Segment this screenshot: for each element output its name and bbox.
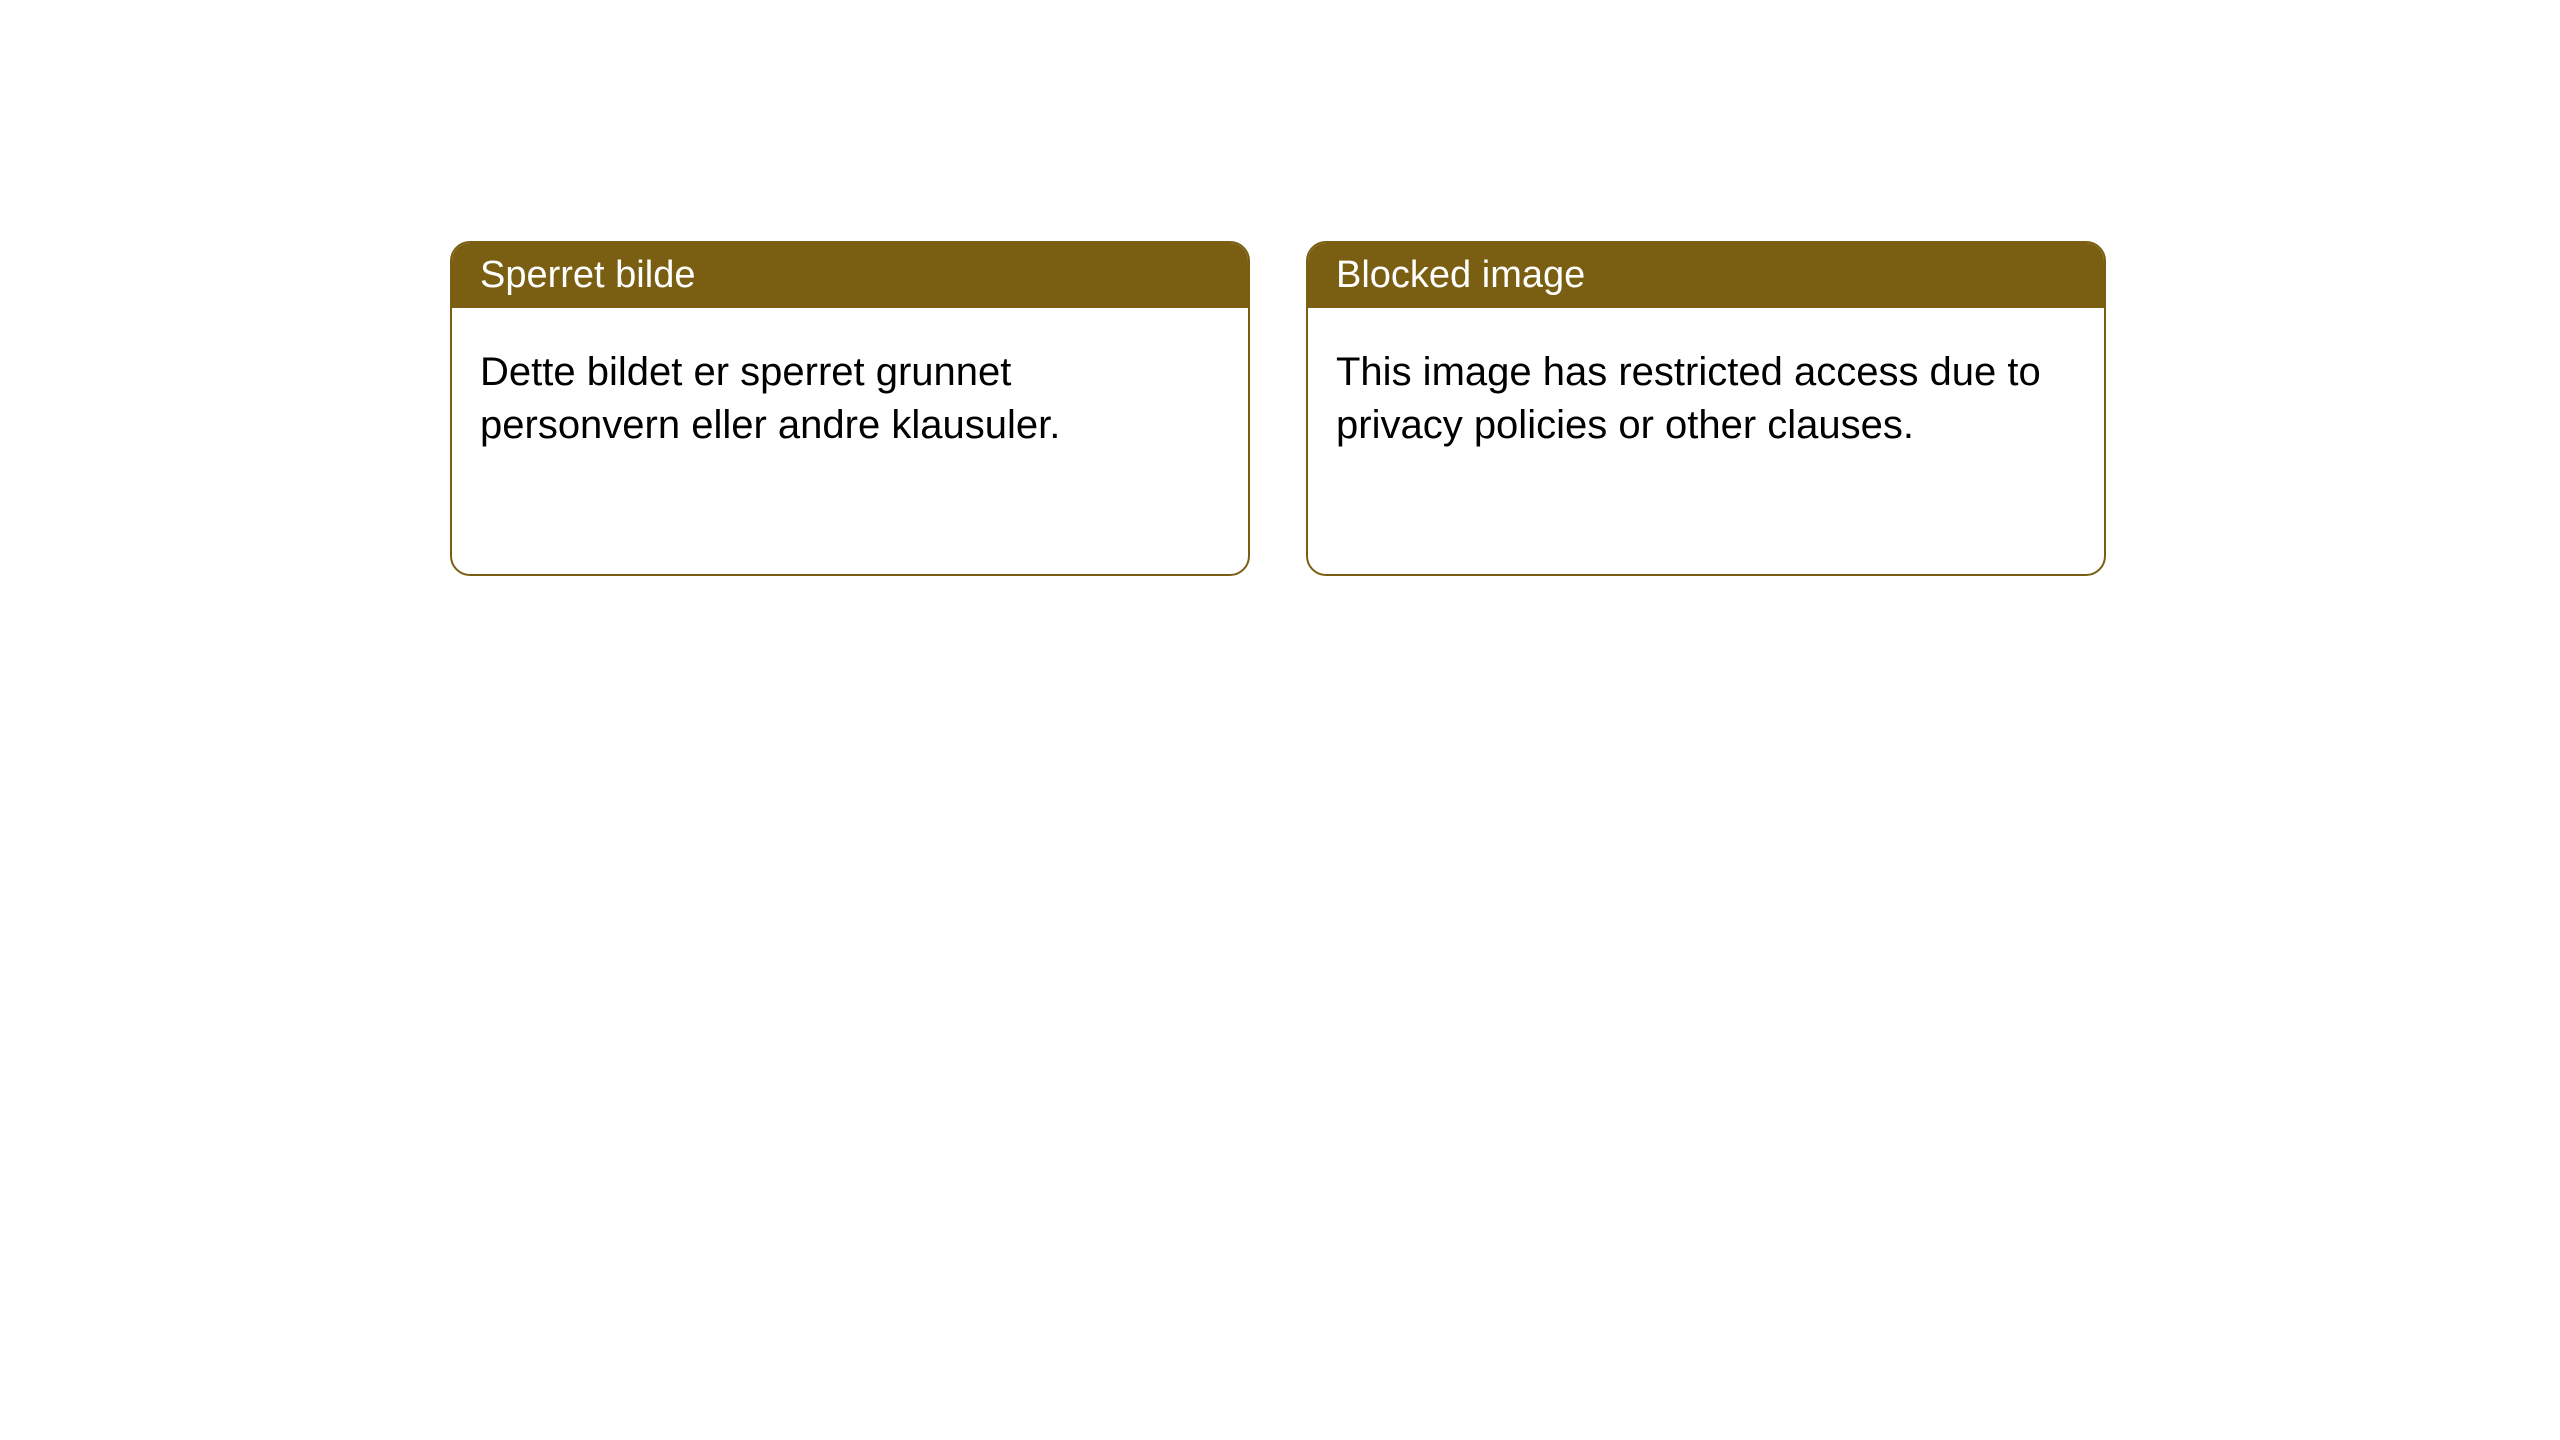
card-title: Sperret bilde	[480, 254, 695, 296]
card-body-text: This image has restricted access due to …	[1336, 350, 2041, 447]
card-header: Sperret bilde	[452, 243, 1248, 308]
card-title: Blocked image	[1336, 254, 1585, 296]
card-body: This image has restricted access due to …	[1308, 308, 2104, 490]
blocked-image-card-en: Blocked image This image has restricted …	[1306, 241, 2106, 576]
blocked-image-card-no: Sperret bilde Dette bildet er sperret gr…	[450, 241, 1250, 576]
card-body: Dette bildet er sperret grunnet personve…	[452, 308, 1248, 490]
card-body-text: Dette bildet er sperret grunnet personve…	[480, 350, 1060, 447]
cards-container: Sperret bilde Dette bildet er sperret gr…	[0, 0, 2560, 576]
card-header: Blocked image	[1308, 243, 2104, 308]
